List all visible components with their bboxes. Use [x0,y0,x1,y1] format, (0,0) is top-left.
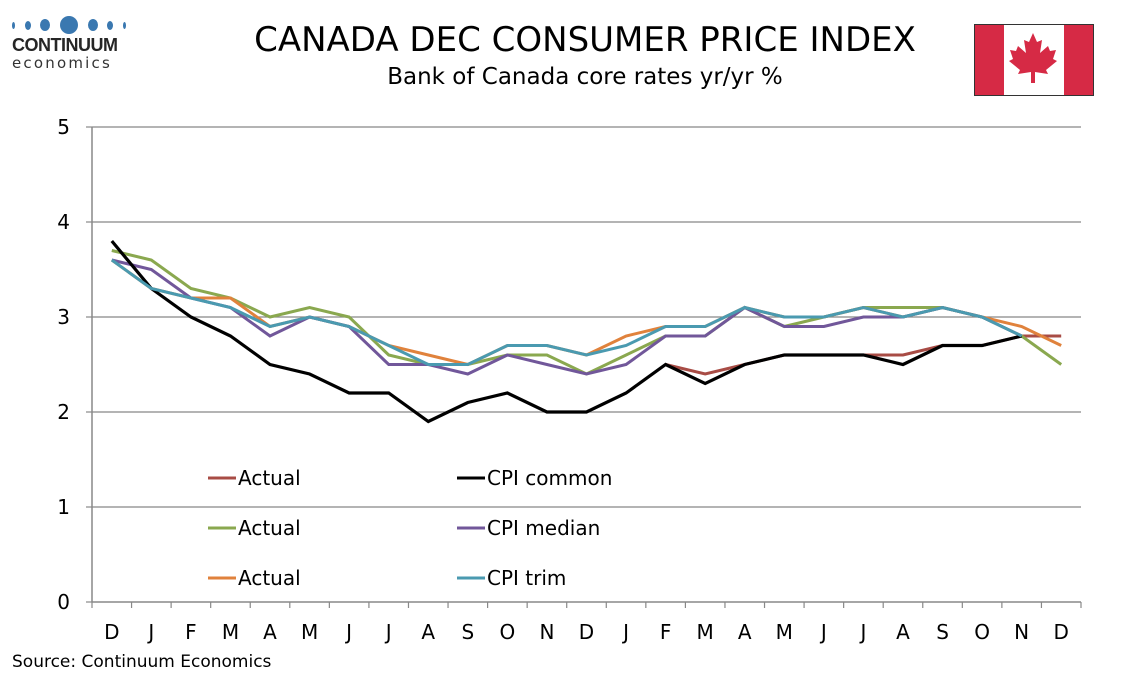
legend-label: CPI trim [487,566,566,590]
x-tick-label: F [185,620,197,644]
x-tick-label: A [263,620,277,644]
x-tick-label: O [500,620,516,644]
x-tick-label: D [579,620,594,644]
x-tick-label: J [819,620,827,644]
legend-label: Actual [238,466,301,490]
chart-subtitle: Bank of Canada core rates yr/yr % [387,64,783,90]
y-tick-label: 2 [57,400,70,424]
continuum-logo: CONTINUUM economics [12,16,132,71]
legend-label: CPI common [487,466,612,490]
legend-item: Actual [208,466,301,490]
canada-flag-icon [974,24,1094,96]
logo-brand: CONTINUUM [12,35,118,55]
x-tick-label: D [1054,620,1069,644]
x-tick-label: A [738,620,752,644]
legend-item: CPI trim [457,566,566,590]
x-tick-label: F [660,620,672,644]
x-tick-label: A [421,620,435,644]
x-tick-label: J [621,620,629,644]
x-tick-label: D [104,620,119,644]
x-tick-label: N [539,620,554,644]
x-tick-label: J [344,620,352,644]
legend-item: CPI median [457,516,600,540]
y-tick-label: 0 [57,590,70,614]
x-tick-label: M [222,620,239,644]
y-tick-label: 3 [57,305,70,329]
x-tick-label: M [697,620,714,644]
y-tick-label: 4 [57,210,70,234]
series-line-cpi-median-3 [111,258,1023,376]
series-line-cpi-trim-5 [110,258,1023,366]
x-tick-label: J [858,620,866,644]
maple-leaf-icon [1009,33,1057,83]
x-tick-label: J [146,620,154,644]
y-tick-label: 5 [57,115,70,139]
logo-dots-icon [12,16,126,34]
x-tick-label: O [974,620,990,644]
legend-item: CPI common [457,466,612,490]
legend-label: CPI median [487,516,600,540]
x-tick-label: M [776,620,793,644]
legend-item: Actual [208,516,301,540]
x-tick-label: J [384,620,392,644]
legend-label: Actual [238,566,301,590]
x-tick-label: A [896,620,910,644]
x-tick-label: S [936,620,949,644]
source-note: Source: Continuum Economics [12,652,272,672]
series-line-cpi-common-1 [110,239,1023,424]
legend-label: Actual [238,516,301,540]
x-tick-label: N [1014,620,1029,644]
logo-sub: economics [12,54,112,72]
x-tick-label: S [461,620,474,644]
y-tick-label: 1 [57,495,70,519]
chart-title: CANADA DEC CONSUMER PRICE INDEX [254,20,916,60]
legend-item: Actual [208,566,301,590]
x-tick-label: M [301,620,318,644]
